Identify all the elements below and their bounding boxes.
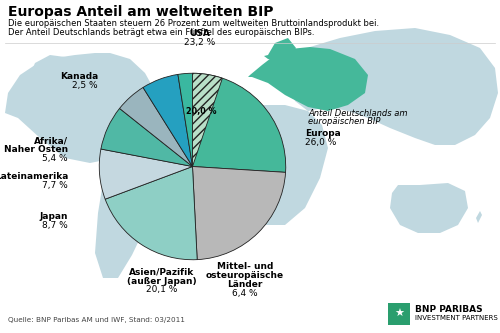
Text: INVESTMENT PARTNERS: INVESTMENT PARTNERS [415,315,498,321]
Text: 5,4 %: 5,4 % [42,154,68,163]
Text: 2,5 %: 2,5 % [72,81,98,90]
Text: Japan: Japan [40,212,68,221]
Text: 6,4 %: 6,4 % [232,289,258,298]
Polygon shape [476,211,482,223]
Text: Die europäischen Staaten steuern 26 Prozent zum weltweiten Bruttoinlandsprodukt : Die europäischen Staaten steuern 26 Proz… [8,19,379,28]
Text: Europa: Europa [305,129,341,138]
Text: Anteil Deutschlands am: Anteil Deutschlands am [308,109,408,118]
Text: Kanada: Kanada [60,72,98,81]
Text: Mittel- und: Mittel- und [217,262,273,271]
Wedge shape [192,73,286,172]
Text: 20,1 %: 20,1 % [146,285,178,294]
Text: 26,0 %: 26,0 % [305,138,336,147]
Polygon shape [264,38,296,61]
Text: Quelle: BNP Paribas AM und IWF, Stand: 03/2011: Quelle: BNP Paribas AM und IWF, Stand: 0… [8,317,185,323]
Wedge shape [105,166,197,260]
Text: ★: ★ [394,309,404,319]
Text: Der Anteil Deutschlands beträgt etwa ein Fünftel des europäischen BIPs.: Der Anteil Deutschlands beträgt etwa ein… [8,28,314,37]
Polygon shape [240,105,328,225]
Text: 8,7 %: 8,7 % [42,221,68,230]
Wedge shape [143,74,192,166]
Polygon shape [5,53,160,163]
Text: (außer Japan): (außer Japan) [127,276,197,285]
Text: Afrika/: Afrika/ [34,137,68,146]
Text: 23,2 %: 23,2 % [184,38,216,47]
Polygon shape [390,183,468,233]
Polygon shape [95,170,148,278]
Text: Naher Osten: Naher Osten [4,146,68,155]
Polygon shape [248,47,368,111]
Text: europäischen BIP: europäischen BIP [308,118,380,127]
Text: Europas Anteil am weltweiten BIP: Europas Anteil am weltweiten BIP [8,5,274,19]
Wedge shape [178,73,192,166]
Text: BNP PARIBAS: BNP PARIBAS [415,304,482,313]
Polygon shape [455,113,472,133]
Text: 20,0 %: 20,0 % [186,107,217,116]
Text: Länder: Länder [228,280,262,289]
Wedge shape [101,109,192,166]
Wedge shape [192,73,222,166]
Text: Lateinamerika: Lateinamerika [0,172,68,181]
Polygon shape [288,28,498,145]
Wedge shape [100,149,192,199]
Bar [388,303,410,325]
Wedge shape [120,88,192,166]
Text: osteuropäische: osteuropäische [206,271,284,280]
Text: 7,7 %: 7,7 % [42,181,68,190]
Text: USA: USA [190,29,210,38]
Wedge shape [192,166,286,260]
Text: Asien/Pazifik: Asien/Pazifik [130,268,194,277]
Polygon shape [32,55,70,78]
